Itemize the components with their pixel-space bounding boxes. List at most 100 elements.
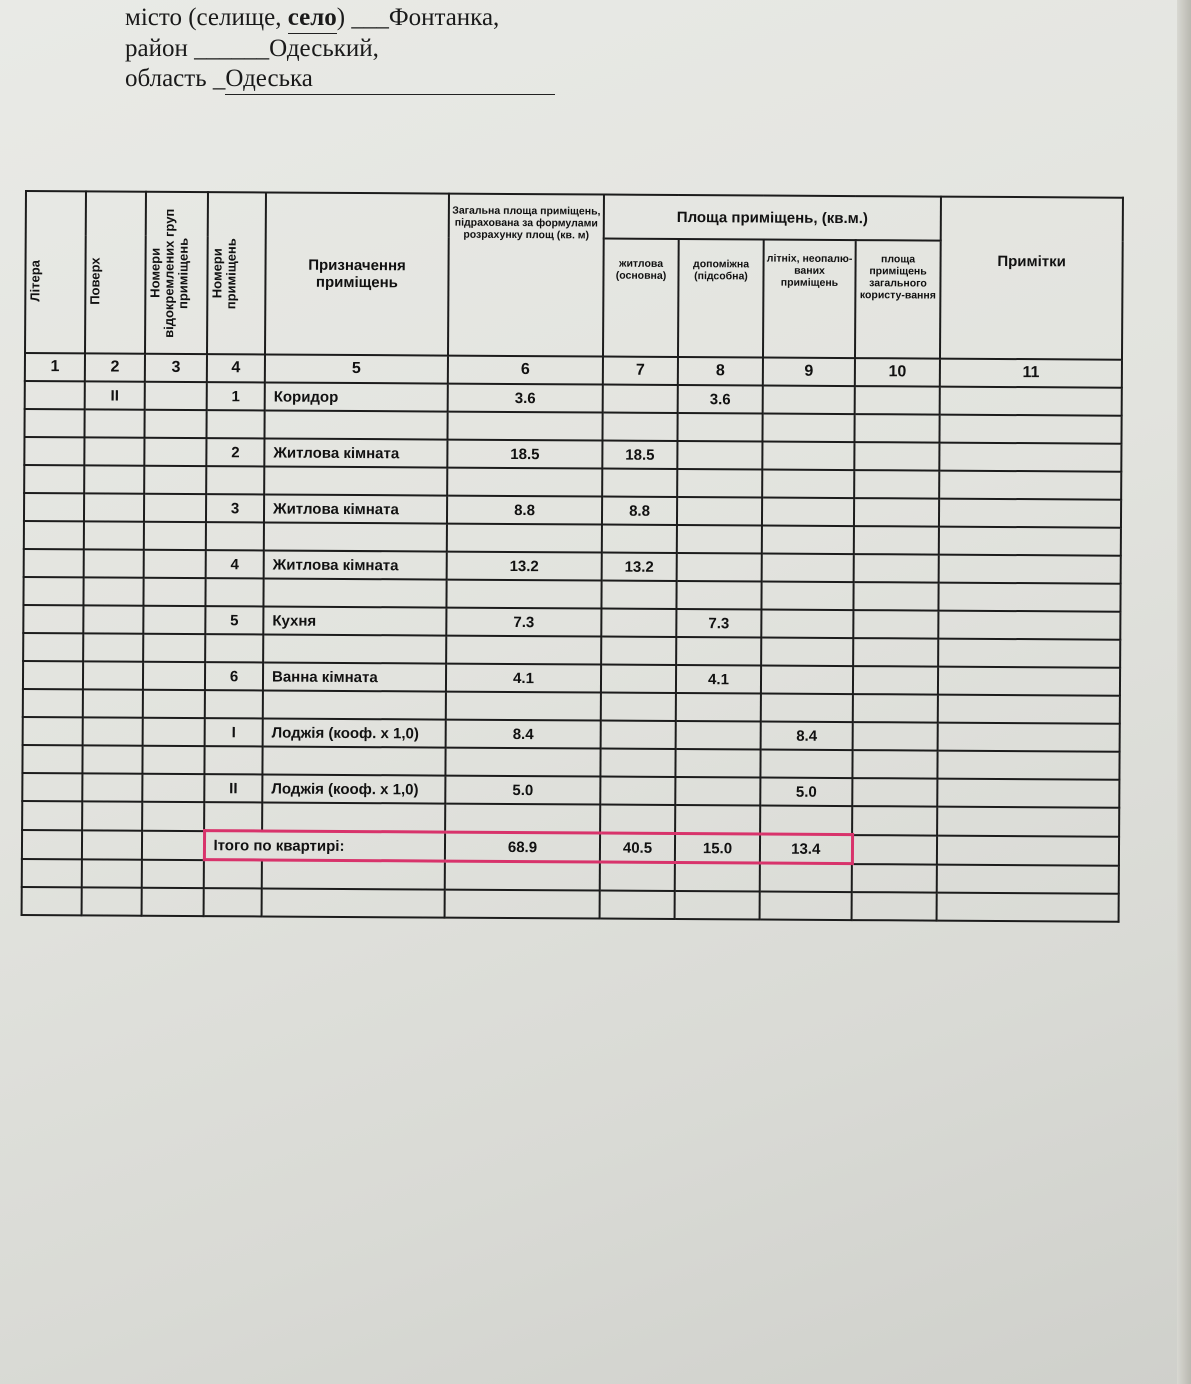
table-cell	[24, 465, 85, 494]
living-area-cell	[600, 664, 677, 693]
total-area-cell: 18.5	[447, 439, 603, 469]
notes-cell	[937, 722, 1120, 752]
column-number: 1	[24, 353, 86, 382]
table-cell	[760, 749, 853, 779]
table-cell	[854, 414, 940, 443]
table-cell	[204, 802, 263, 831]
notes-cell	[937, 666, 1121, 696]
group-cell	[142, 661, 206, 691]
group-cell	[141, 830, 205, 860]
table-cell	[82, 689, 143, 718]
table-cell	[936, 892, 1119, 922]
table-cell	[142, 801, 205, 831]
table-cell	[263, 578, 447, 608]
table-cell	[205, 522, 264, 551]
table-cell	[939, 470, 1122, 500]
table-cell	[141, 887, 204, 917]
header-summer: літніх, неопалю-ваних приміщень	[762, 239, 856, 359]
header-purpose: Призначення приміщень	[264, 192, 449, 356]
column-number: 3	[144, 353, 208, 383]
table-cell	[262, 746, 446, 776]
table-cell	[206, 466, 265, 495]
district-value: Одеський,	[269, 35, 379, 62]
living-area-cell: 13.2	[601, 552, 677, 581]
table-cell	[263, 634, 447, 664]
summer-area-cell	[761, 609, 854, 639]
table-cell	[853, 526, 940, 555]
table-cell	[675, 692, 761, 722]
table-cell	[759, 891, 852, 921]
city-label: місто (селище,	[125, 4, 288, 31]
room-name-cell: Житлова кімната	[263, 494, 448, 524]
table-cell	[676, 580, 762, 610]
group-cell	[143, 605, 206, 635]
table-cell	[204, 690, 263, 719]
floor-cell	[83, 493, 145, 522]
auxiliary-area-cell: 7.3	[676, 608, 762, 638]
table-cell	[762, 413, 855, 443]
table-cell	[205, 578, 264, 607]
table-cell	[143, 521, 206, 551]
table-cell	[761, 525, 854, 555]
table-row-empty	[21, 886, 1119, 922]
room-number-cell: 5	[205, 606, 264, 635]
notes-cell	[939, 386, 1122, 416]
header-common: площа приміщень загального користу-вання	[854, 240, 941, 359]
living-area-cell: 18.5	[602, 440, 678, 469]
table-cell	[262, 690, 446, 720]
summer-area-cell	[761, 553, 854, 583]
column-number: 7	[602, 356, 678, 385]
litera-cell	[22, 772, 83, 802]
table-cell	[263, 522, 447, 552]
table-cell	[83, 577, 144, 606]
common-area-cell	[853, 554, 939, 583]
table-cell	[83, 633, 144, 662]
table-cell	[760, 693, 853, 723]
table-cell	[602, 468, 678, 497]
auxiliary-area-cell	[675, 776, 761, 806]
table-cell	[23, 632, 84, 662]
table-cell	[203, 888, 262, 917]
table-cell	[760, 805, 853, 835]
table-cell	[675, 748, 761, 778]
table-cell	[21, 886, 82, 916]
table-cell	[851, 892, 937, 921]
total-area-cell: 7.3	[446, 607, 602, 637]
summer-area-cell	[762, 385, 855, 415]
city-value: Фонтанка,	[388, 4, 500, 31]
floor-cell	[81, 829, 143, 860]
table-cell	[81, 858, 142, 888]
table-cell	[601, 524, 677, 553]
notes-cell	[938, 554, 1121, 584]
total-area-cell: 5.0	[445, 775, 601, 805]
table-cell	[261, 859, 445, 890]
table-cell	[141, 859, 204, 889]
living-area-sum: 40.5	[599, 833, 676, 863]
floor-cell	[82, 773, 143, 802]
group-cell	[143, 493, 207, 523]
table-cell	[142, 689, 205, 719]
room-name-cell: Лоджія (кооф. x 1,0)	[262, 774, 446, 804]
floor-cell	[83, 549, 144, 578]
room-name-cell: Лоджія (кооф. x 1,0)	[262, 718, 446, 748]
total-label: Ітого по квартирі:	[203, 830, 446, 862]
litera-cell	[23, 493, 85, 522]
notes-cell	[936, 835, 1120, 866]
header-living: житлова (основна)	[602, 238, 679, 357]
header-area-group: Площа приміщень, (кв.м.)	[603, 194, 942, 241]
notes-cell	[938, 610, 1121, 640]
total-area-sum: 68.9	[444, 832, 601, 863]
table-cell	[143, 577, 206, 607]
table-cell	[938, 638, 1121, 668]
common-area-cell	[852, 666, 939, 695]
table-cell	[204, 746, 263, 775]
common-area-cell	[853, 610, 939, 639]
column-number: 6	[447, 355, 603, 385]
room-name-cell: Коридор	[264, 382, 448, 412]
column-number: 10	[854, 358, 941, 387]
table-cell	[853, 638, 939, 667]
table-cell	[937, 694, 1120, 724]
table-cell	[447, 411, 603, 441]
table-cell	[602, 412, 678, 441]
table-cell	[262, 802, 446, 833]
